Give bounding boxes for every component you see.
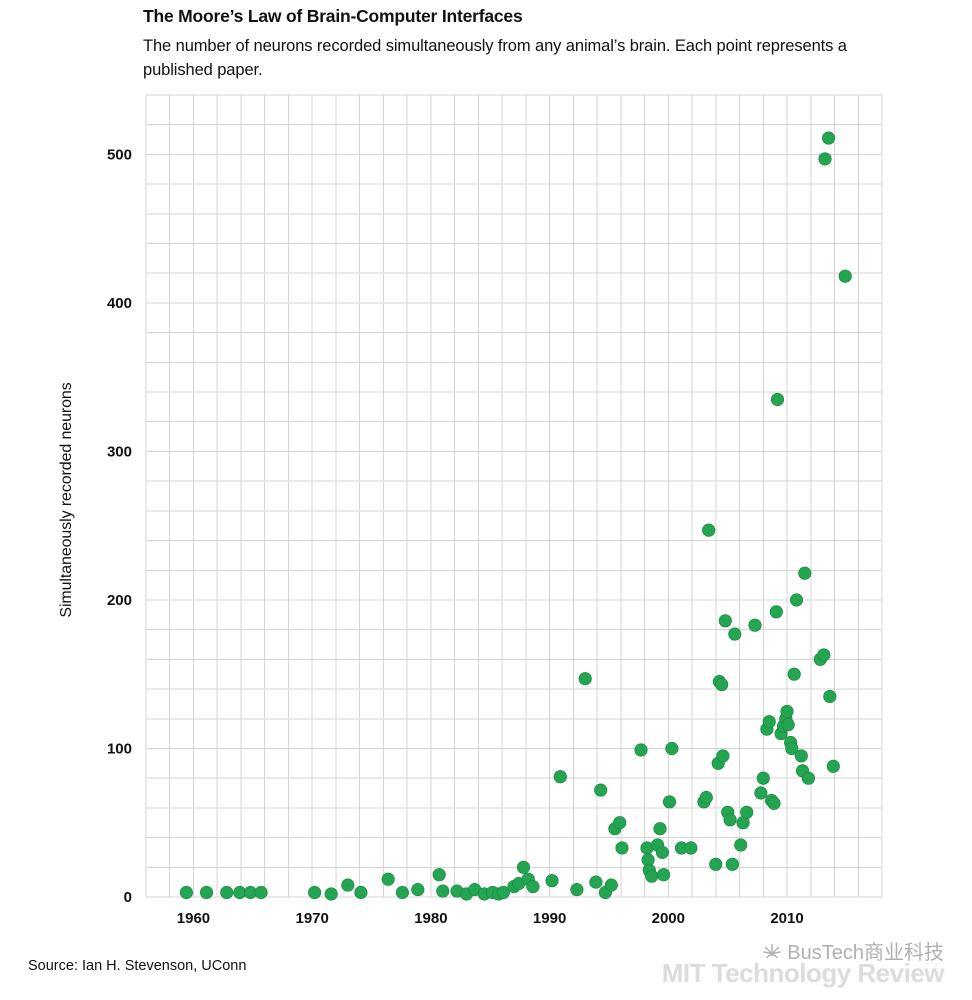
data-point — [199, 885, 214, 900]
data-point — [432, 868, 446, 882]
data-point — [769, 605, 783, 619]
y-tick-label: 0 — [124, 889, 132, 906]
data-point — [702, 523, 716, 537]
x-tick-label: 1960 — [177, 910, 210, 927]
grid — [145, 94, 883, 898]
data-point — [395, 885, 409, 900]
data-point — [655, 845, 669, 859]
x-tick-label: 1990 — [533, 910, 566, 927]
data-point — [767, 796, 781, 810]
data-point — [381, 872, 395, 886]
bustech-logo-icon — [763, 943, 782, 958]
data-point — [634, 743, 648, 757]
data-point — [734, 838, 748, 852]
y-tick-label: 200 — [107, 592, 132, 609]
data-point — [578, 672, 592, 686]
y-tick-label: 100 — [107, 740, 132, 757]
data-point — [594, 783, 608, 797]
data-point — [826, 759, 840, 773]
data-point — [780, 704, 794, 718]
data-point — [665, 741, 679, 756]
x-axis-ticks: 1960 1970 1980 1990 2000 2010 — [177, 910, 804, 927]
data-point — [823, 689, 837, 704]
data-point — [604, 878, 618, 892]
data-point — [718, 614, 732, 628]
data-point — [570, 883, 584, 897]
data-point — [787, 667, 801, 681]
y-axis-ticks: 0 100 200 300 400 500 — [107, 146, 132, 906]
x-tick-label: 2000 — [652, 910, 685, 927]
x-tick-label: 1980 — [414, 910, 447, 927]
chart-header: The Moore’s Law of Brain-Computer Interf… — [143, 6, 873, 82]
data-point — [740, 805, 754, 819]
data-point — [756, 771, 770, 785]
data-point — [254, 885, 268, 900]
data-point — [589, 875, 603, 889]
data-point — [496, 885, 510, 900]
data-point — [411, 883, 425, 897]
data-point — [770, 392, 785, 407]
data-point — [615, 841, 629, 855]
data-point — [728, 627, 742, 641]
data-point — [781, 718, 795, 732]
data-point — [794, 749, 808, 763]
x-tick-label: 2010 — [770, 910, 803, 927]
data-point — [220, 885, 234, 900]
data-point — [436, 884, 450, 898]
data-point — [822, 131, 836, 145]
data-point — [526, 880, 540, 894]
data-point — [516, 860, 531, 874]
data-point — [179, 885, 193, 900]
bustech-watermark: BusTech商业科技 — [761, 936, 944, 965]
data-point — [545, 874, 559, 888]
source-credit: Source: Ian H. Stevenson, UConn — [28, 958, 247, 974]
y-tick-label: 300 — [107, 443, 132, 460]
data-point — [801, 771, 815, 785]
data-point — [748, 618, 762, 632]
data-point — [699, 790, 713, 805]
data-point — [354, 885, 368, 900]
data-point — [818, 152, 832, 166]
bustech-watermark-text: BusTech商业科技 — [787, 942, 944, 964]
data-point — [613, 816, 627, 830]
data-point — [662, 795, 677, 809]
data-point — [324, 887, 338, 901]
data-point — [553, 770, 567, 784]
data-point — [715, 678, 729, 692]
data-point — [798, 566, 812, 580]
chart-title: The Moore’s Law of Brain-Computer Interf… — [143, 6, 523, 26]
data-point — [341, 878, 355, 892]
x-tick-label: 1970 — [296, 910, 329, 927]
data-point — [657, 868, 671, 882]
data-point — [308, 885, 322, 900]
data-point — [725, 857, 739, 871]
y-tick-label: 400 — [107, 295, 132, 312]
data-point — [838, 269, 852, 283]
data-point — [684, 841, 698, 855]
mit-watermark: MIT Technology Review — [661, 958, 945, 988]
chart-subtitle: The number of neurons recorded simultane… — [143, 37, 847, 79]
data-point — [709, 857, 723, 871]
data-point — [754, 786, 768, 800]
data-point — [723, 813, 737, 827]
y-tick-label: 500 — [107, 146, 132, 163]
data-point — [817, 648, 831, 662]
data-point — [762, 715, 776, 729]
data-point — [653, 822, 667, 836]
data-point — [716, 749, 730, 763]
data-point — [789, 593, 804, 607]
data-points — [179, 131, 852, 901]
data-point — [645, 869, 659, 883]
data-point — [785, 741, 799, 756]
